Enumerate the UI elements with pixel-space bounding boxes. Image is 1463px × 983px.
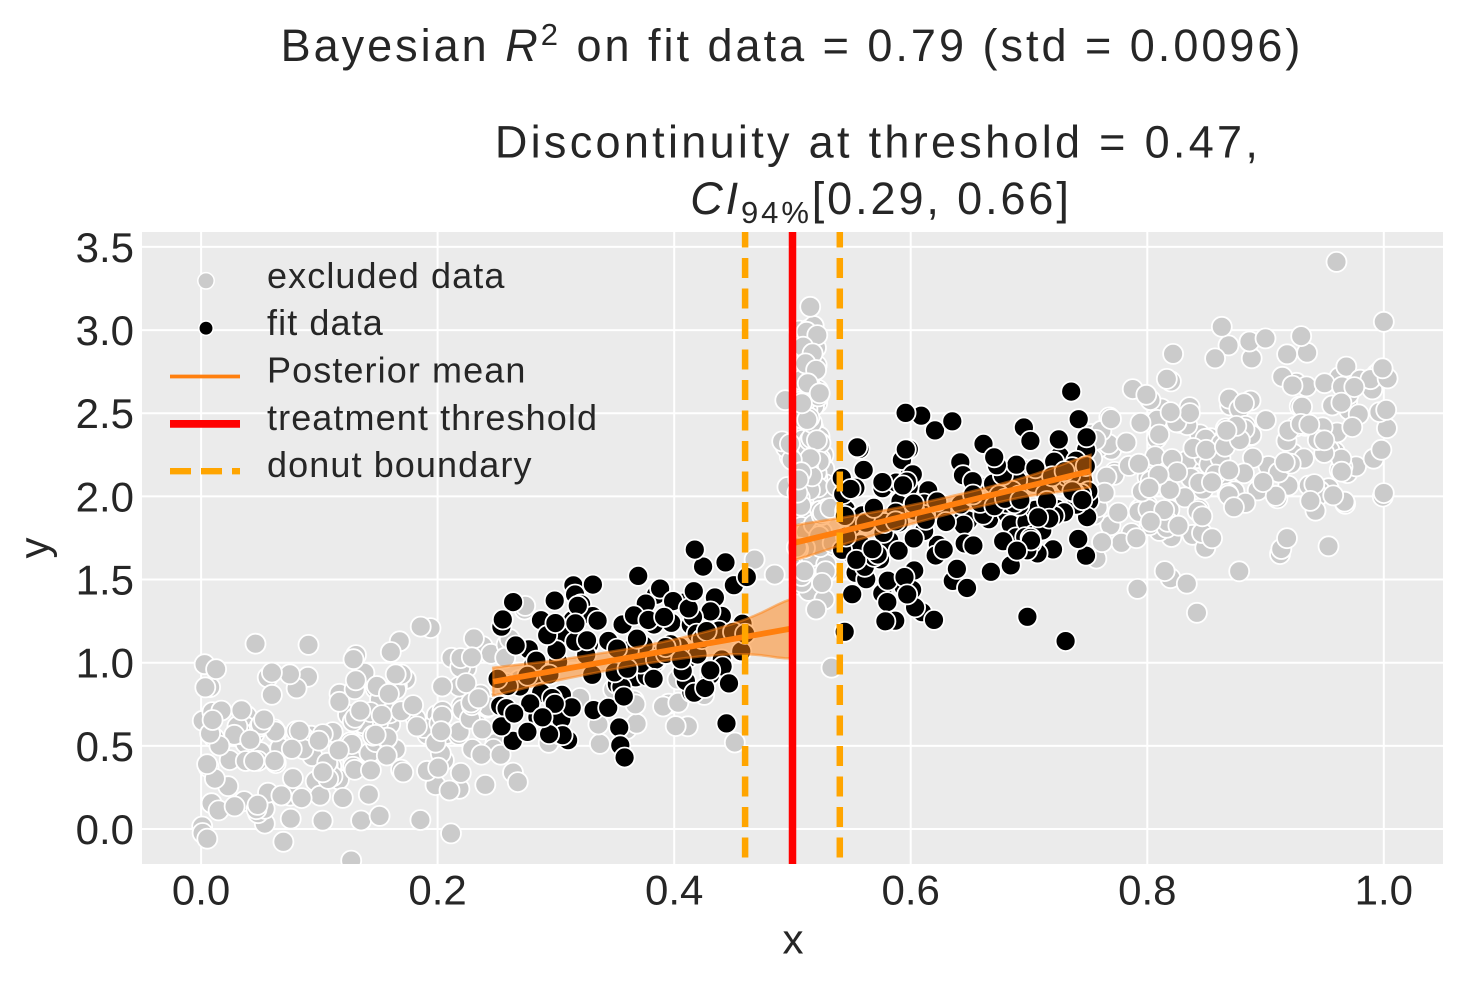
svg-text:CI94%[0.29, 0.66]: CI94%[0.29, 0.66]: [690, 173, 1072, 230]
svg-text:1.0: 1.0: [1355, 867, 1413, 914]
svg-text:0.6: 0.6: [882, 867, 940, 914]
svg-text:3.5: 3.5: [76, 224, 134, 271]
svg-text:Posterior mean: Posterior mean: [267, 350, 527, 391]
svg-text:2.5: 2.5: [76, 390, 134, 437]
svg-text:fit data: fit data: [267, 302, 384, 343]
svg-text:0.8: 0.8: [1118, 867, 1176, 914]
svg-text:3.0: 3.0: [76, 307, 134, 354]
svg-text:0.0: 0.0: [172, 867, 230, 914]
svg-text:0.2: 0.2: [408, 867, 466, 914]
svg-text:Discontinuity at threshold = 0: Discontinuity at threshold = 0.47,: [495, 117, 1261, 168]
svg-text:treatment threshold: treatment threshold: [267, 397, 598, 438]
svg-text:excluded data: excluded data: [267, 255, 505, 296]
svg-text:0.0: 0.0: [76, 806, 134, 853]
svg-text:0.5: 0.5: [76, 723, 134, 770]
svg-text:Bayesian R2 on fit data = 0.79: Bayesian R2 on fit data = 0.79 (std = 0.…: [281, 17, 1304, 71]
svg-text:1.0: 1.0: [76, 640, 134, 687]
svg-text:0.4: 0.4: [645, 867, 703, 914]
svg-text:2.0: 2.0: [76, 473, 134, 520]
svg-text:x: x: [783, 916, 804, 963]
svg-text:1.5: 1.5: [76, 557, 134, 604]
svg-text:donut boundary: donut boundary: [267, 444, 533, 485]
svg-text:y: y: [11, 538, 58, 559]
